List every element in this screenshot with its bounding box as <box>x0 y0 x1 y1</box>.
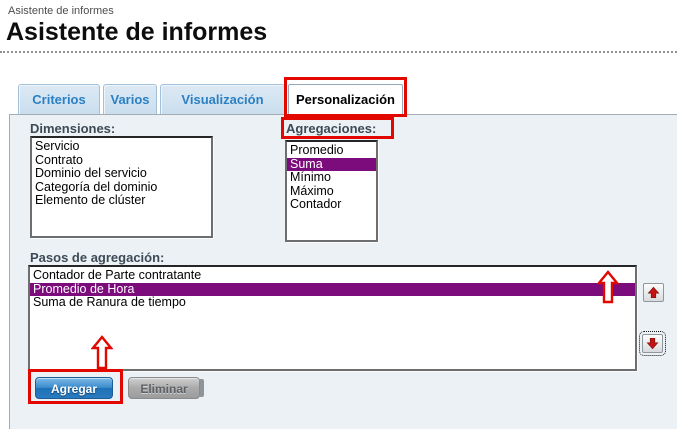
tab-visualizacion[interactable]: Visualización <box>160 84 285 114</box>
red-arrow-up-icon <box>647 286 660 299</box>
list-item[interactable]: Categoría del dominio <box>35 179 158 194</box>
tab-criterios[interactable]: Criterios <box>18 84 100 114</box>
list-item[interactable]: Elemento de clúster <box>35 193 146 208</box>
tab-personalizacion[interactable]: Personalización <box>288 84 403 117</box>
list-item[interactable]: Suma de Ranura de tiempo <box>33 295 186 310</box>
dimensiones-label: Dimensiones: <box>30 121 116 136</box>
list-item[interactable]: Contador de Parte contratante <box>33 268 202 282</box>
list-item[interactable]: Máximo <box>290 183 334 198</box>
dimensiones-listbox[interactable]: Servicio Contrato Dominio del servicio C… <box>30 136 213 238</box>
agregaciones-listbox[interactable]: Promedio Suma Mínimo Máximo Contador <box>285 140 378 242</box>
page-title: Asistente de informes <box>6 18 268 46</box>
move-up-button[interactable] <box>643 283 664 302</box>
list-item-selected[interactable]: Suma <box>287 157 376 172</box>
list-item-selected[interactable]: Promedio de Hora <box>30 282 635 297</box>
move-down-button[interactable] <box>639 331 666 356</box>
list-item[interactable]: Dominio del servicio <box>35 166 147 181</box>
list-item[interactable]: Mínimo <box>290 170 331 185</box>
list-item[interactable]: Contador <box>290 197 342 212</box>
agregaciones-label: Agregaciones: <box>286 121 377 136</box>
pasos-listbox[interactable]: Contador de Parte contratante Promedio d… <box>28 265 637 371</box>
agregar-button[interactable]: Agregar <box>35 377 113 399</box>
breadcrumb: Asistente de informes <box>8 5 114 17</box>
tab-varios[interactable]: Varios <box>103 84 157 114</box>
eliminar-button[interactable]: Eliminar <box>128 377 200 399</box>
pasos-label: Pasos de agregación: <box>30 250 165 265</box>
list-item[interactable]: Promedio <box>290 143 344 157</box>
title-divider <box>0 51 677 53</box>
list-item[interactable]: Servicio <box>35 139 80 153</box>
list-item[interactable]: Contrato <box>35 152 83 167</box>
red-arrow-down-icon <box>646 337 659 350</box>
